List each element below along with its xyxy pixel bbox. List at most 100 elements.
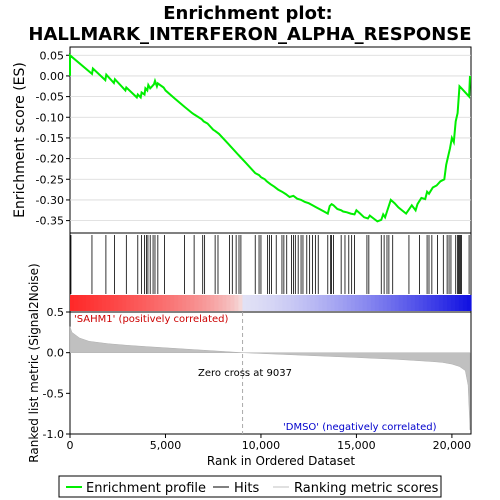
- color-bar-segment: [370, 295, 376, 311]
- color-bar-segment: [414, 295, 420, 311]
- rank-y-tick-label: -1.0: [43, 428, 64, 441]
- color-bar-segment: [154, 295, 159, 311]
- color-bar-segment: [282, 295, 288, 311]
- rank-y-tick-label: -0.5: [43, 387, 64, 400]
- es-y-tick-label: -0.10: [36, 111, 64, 124]
- color-bar-segment: [230, 295, 236, 311]
- color-bar-segment: [266, 295, 272, 311]
- hit-markers: [70, 235, 470, 294]
- legend-box: [58, 475, 442, 498]
- color-bar-segment: [402, 295, 408, 311]
- color-bar-segment: [258, 295, 264, 311]
- x-axis-label: Rank in Ordered Dataset: [207, 454, 355, 468]
- color-bar-segment: [70, 295, 75, 311]
- x-tick-label: 10,000: [242, 439, 281, 452]
- color-bar-segment: [254, 295, 260, 311]
- zero-cross-label: Zero cross at 9037: [198, 368, 292, 379]
- color-bar-segment: [142, 295, 147, 311]
- x-tick-label: 15,000: [337, 439, 376, 452]
- color-bar-segment: [150, 295, 155, 311]
- color-bar-segment: [86, 295, 91, 311]
- color-bar-segment: [334, 295, 340, 311]
- rank-y-tick-label: 0.0: [47, 347, 65, 360]
- es-panel-frame: [69, 46, 472, 234]
- color-bar-segment: [250, 295, 256, 311]
- color-bar-segment: [122, 295, 127, 311]
- color-bar-segment: [286, 295, 292, 311]
- color-bar-segment: [102, 295, 107, 311]
- color-bar-segment: [242, 295, 248, 311]
- chart-title-line1: Enrichment plot:: [163, 3, 333, 24]
- color-bar-segment: [170, 295, 175, 311]
- color-bar-segment: [338, 295, 344, 311]
- color-bar-segment: [78, 295, 83, 311]
- color-bar-segment: [274, 295, 280, 311]
- es-y-axis-label: Enrichment score (ES): [12, 62, 28, 218]
- color-bar-segment: [422, 295, 428, 311]
- color-bar-segment: [158, 295, 163, 311]
- color-bar-segment: [182, 295, 187, 311]
- negative-correlation-label: 'DMSO' (negatively correlated): [283, 422, 437, 433]
- color-bar-segment: [198, 295, 203, 311]
- color-bar-segment: [118, 295, 123, 311]
- color-bar-segment: [450, 295, 456, 311]
- legend-enrichment-label: Enrichment profile: [86, 481, 206, 496]
- color-bar-segment: [94, 295, 99, 311]
- color-bar-segment: [374, 295, 380, 311]
- color-bar-segment: [262, 295, 268, 311]
- color-bar-segment: [390, 295, 396, 311]
- es-y-tick-label: -0.05: [36, 91, 64, 104]
- es-y-tick-label: 0.00: [40, 70, 65, 83]
- chart-title-line2: HALLMARK_INTERFERON_ALPHA_RESPONSE: [28, 24, 471, 45]
- color-bar-segment: [106, 295, 111, 311]
- color-bar-segment: [434, 295, 440, 311]
- color-bar-segment: [214, 295, 219, 311]
- color-bar-segment: [82, 295, 87, 311]
- positive-correlation-label: 'SAHM1' (positively correlated): [74, 314, 228, 325]
- color-bar-segment: [190, 295, 195, 311]
- color-bar-segment: [346, 295, 352, 311]
- color-bar-segment: [166, 295, 171, 311]
- color-bar-segment: [226, 295, 231, 311]
- color-bar-segment: [350, 295, 356, 311]
- color-bar-segment: [194, 295, 199, 311]
- es-y-tick-label: -0.35: [36, 215, 64, 228]
- color-bar-segment: [174, 295, 179, 311]
- es-y-tick-label: -0.20: [36, 153, 64, 166]
- color-bar-segment: [386, 295, 392, 311]
- enrichment-profile-line: [69, 53, 471, 223]
- color-bar-segment: [186, 295, 191, 311]
- color-bar-segment: [98, 295, 103, 311]
- x-axis-ticks: 0 5,000 10,000 15,000 20,000: [67, 434, 472, 452]
- color-bar-segment: [358, 295, 364, 311]
- color-bar-segment: [222, 295, 227, 311]
- color-bar-segment: [322, 295, 328, 311]
- color-bar-segment: [110, 295, 115, 311]
- color-bar-segment: [294, 295, 300, 311]
- color-bar-segment: [366, 295, 372, 311]
- color-bar-segment: [162, 295, 167, 311]
- color-bar-segment: [462, 295, 468, 311]
- color-bar-segment: [298, 295, 304, 311]
- color-bar-segment: [426, 295, 432, 311]
- color-bar-segment: [74, 295, 79, 311]
- color-bar-segment: [246, 295, 252, 311]
- x-tick-label: 5,000: [150, 439, 182, 452]
- es-y-tick-label: -0.15: [36, 132, 64, 145]
- es-y-tick-label: 0.05: [40, 49, 65, 62]
- color-bar-segment: [466, 295, 472, 311]
- ranking-metric-area: [69, 326, 471, 430]
- legend-hits-label: Hits: [234, 481, 259, 496]
- color-bar-segment: [378, 295, 384, 311]
- color-bar-segment: [410, 295, 416, 311]
- color-bar-segment: [326, 295, 332, 311]
- color-bar-segment: [206, 295, 211, 311]
- color-bar-segment: [342, 295, 348, 311]
- x-tick-label: 20,000: [433, 439, 472, 452]
- legend-ranking-label: Ranking metric scores: [294, 481, 439, 496]
- color-bar-segment: [394, 295, 400, 311]
- color-bar-segment: [446, 295, 452, 311]
- color-bar-segment: [290, 295, 296, 311]
- color-bar-segment: [90, 295, 95, 311]
